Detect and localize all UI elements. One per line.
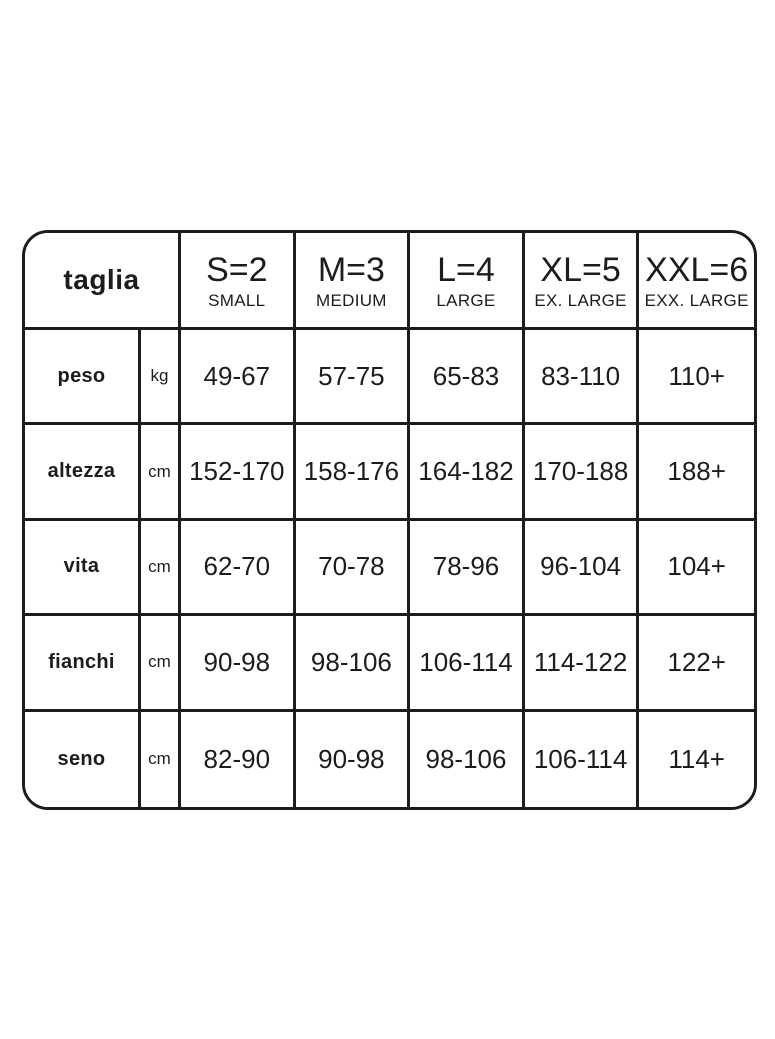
size-code: L=4 (437, 250, 495, 289)
value-cell: 78-96 (410, 520, 525, 617)
row-label-fianchi: fianchi (25, 616, 141, 712)
size-name: EX. LARGE (534, 291, 627, 311)
value-cell: 70-78 (295, 520, 411, 617)
value-cell: 170-188 (524, 425, 640, 521)
row-label-seno: seno (25, 711, 141, 807)
value-cell: 104+ (639, 520, 754, 617)
value-cell: 110+ (639, 330, 754, 426)
size-chart-grid: taglia S=2 SMALL M=3 MEDIUM L=4 LARGE XL… (25, 233, 754, 807)
value-cell: 98-106 (410, 711, 525, 807)
row-label-altezza: altezza (25, 425, 141, 521)
value-cell: 82-90 (181, 711, 296, 807)
value-cell: 57-75 (295, 330, 411, 426)
unit-label: cm (141, 616, 181, 712)
size-name: EXX. LARGE (644, 291, 749, 311)
row-label-vita: vita (25, 520, 141, 617)
value-cell: 49-67 (181, 330, 296, 426)
value-cell: 106-114 (524, 711, 640, 807)
size-code: S=2 (206, 250, 268, 289)
value-cell: 106-114 (410, 616, 525, 712)
size-name: MEDIUM (316, 291, 387, 311)
size-name: LARGE (436, 291, 496, 311)
taglia-label: taglia (63, 264, 140, 295)
value-cell: 90-98 (181, 616, 296, 712)
size-name: SMALL (208, 291, 266, 311)
value-cell: 83-110 (524, 330, 640, 426)
value-cell: 96-104 (524, 520, 640, 617)
size-chart-table: taglia S=2 SMALL M=3 MEDIUM L=4 LARGE XL… (22, 230, 757, 810)
size-header-ex-large: XL=5 EX. LARGE (524, 233, 640, 330)
row-label-peso: peso (25, 330, 141, 426)
unit-label: cm (141, 425, 181, 521)
value-cell: 98-106 (295, 616, 411, 712)
size-header-medium: M=3 MEDIUM (295, 233, 411, 330)
value-cell: 152-170 (181, 425, 296, 521)
value-cell: 114-122 (524, 616, 640, 712)
size-header-exx-large: XXL=6 EXX. LARGE (639, 233, 754, 330)
value-cell: 114+ (639, 711, 754, 807)
value-cell: 164-182 (410, 425, 525, 521)
size-code: XXL=6 (645, 250, 749, 289)
value-cell: 65-83 (410, 330, 525, 426)
size-code: XL=5 (540, 250, 621, 289)
corner-cell-taglia: taglia (25, 233, 181, 330)
value-cell: 158-176 (295, 425, 411, 521)
unit-label: cm (141, 520, 181, 617)
value-cell: 90-98 (295, 711, 411, 807)
value-cell: 122+ (639, 616, 754, 712)
value-cell: 62-70 (181, 520, 296, 617)
unit-label: kg (141, 330, 181, 426)
size-code: M=3 (317, 250, 385, 289)
size-header-large: L=4 LARGE (410, 233, 525, 330)
size-header-small: S=2 SMALL (181, 233, 296, 330)
unit-label: cm (141, 711, 181, 807)
value-cell: 188+ (639, 425, 754, 521)
